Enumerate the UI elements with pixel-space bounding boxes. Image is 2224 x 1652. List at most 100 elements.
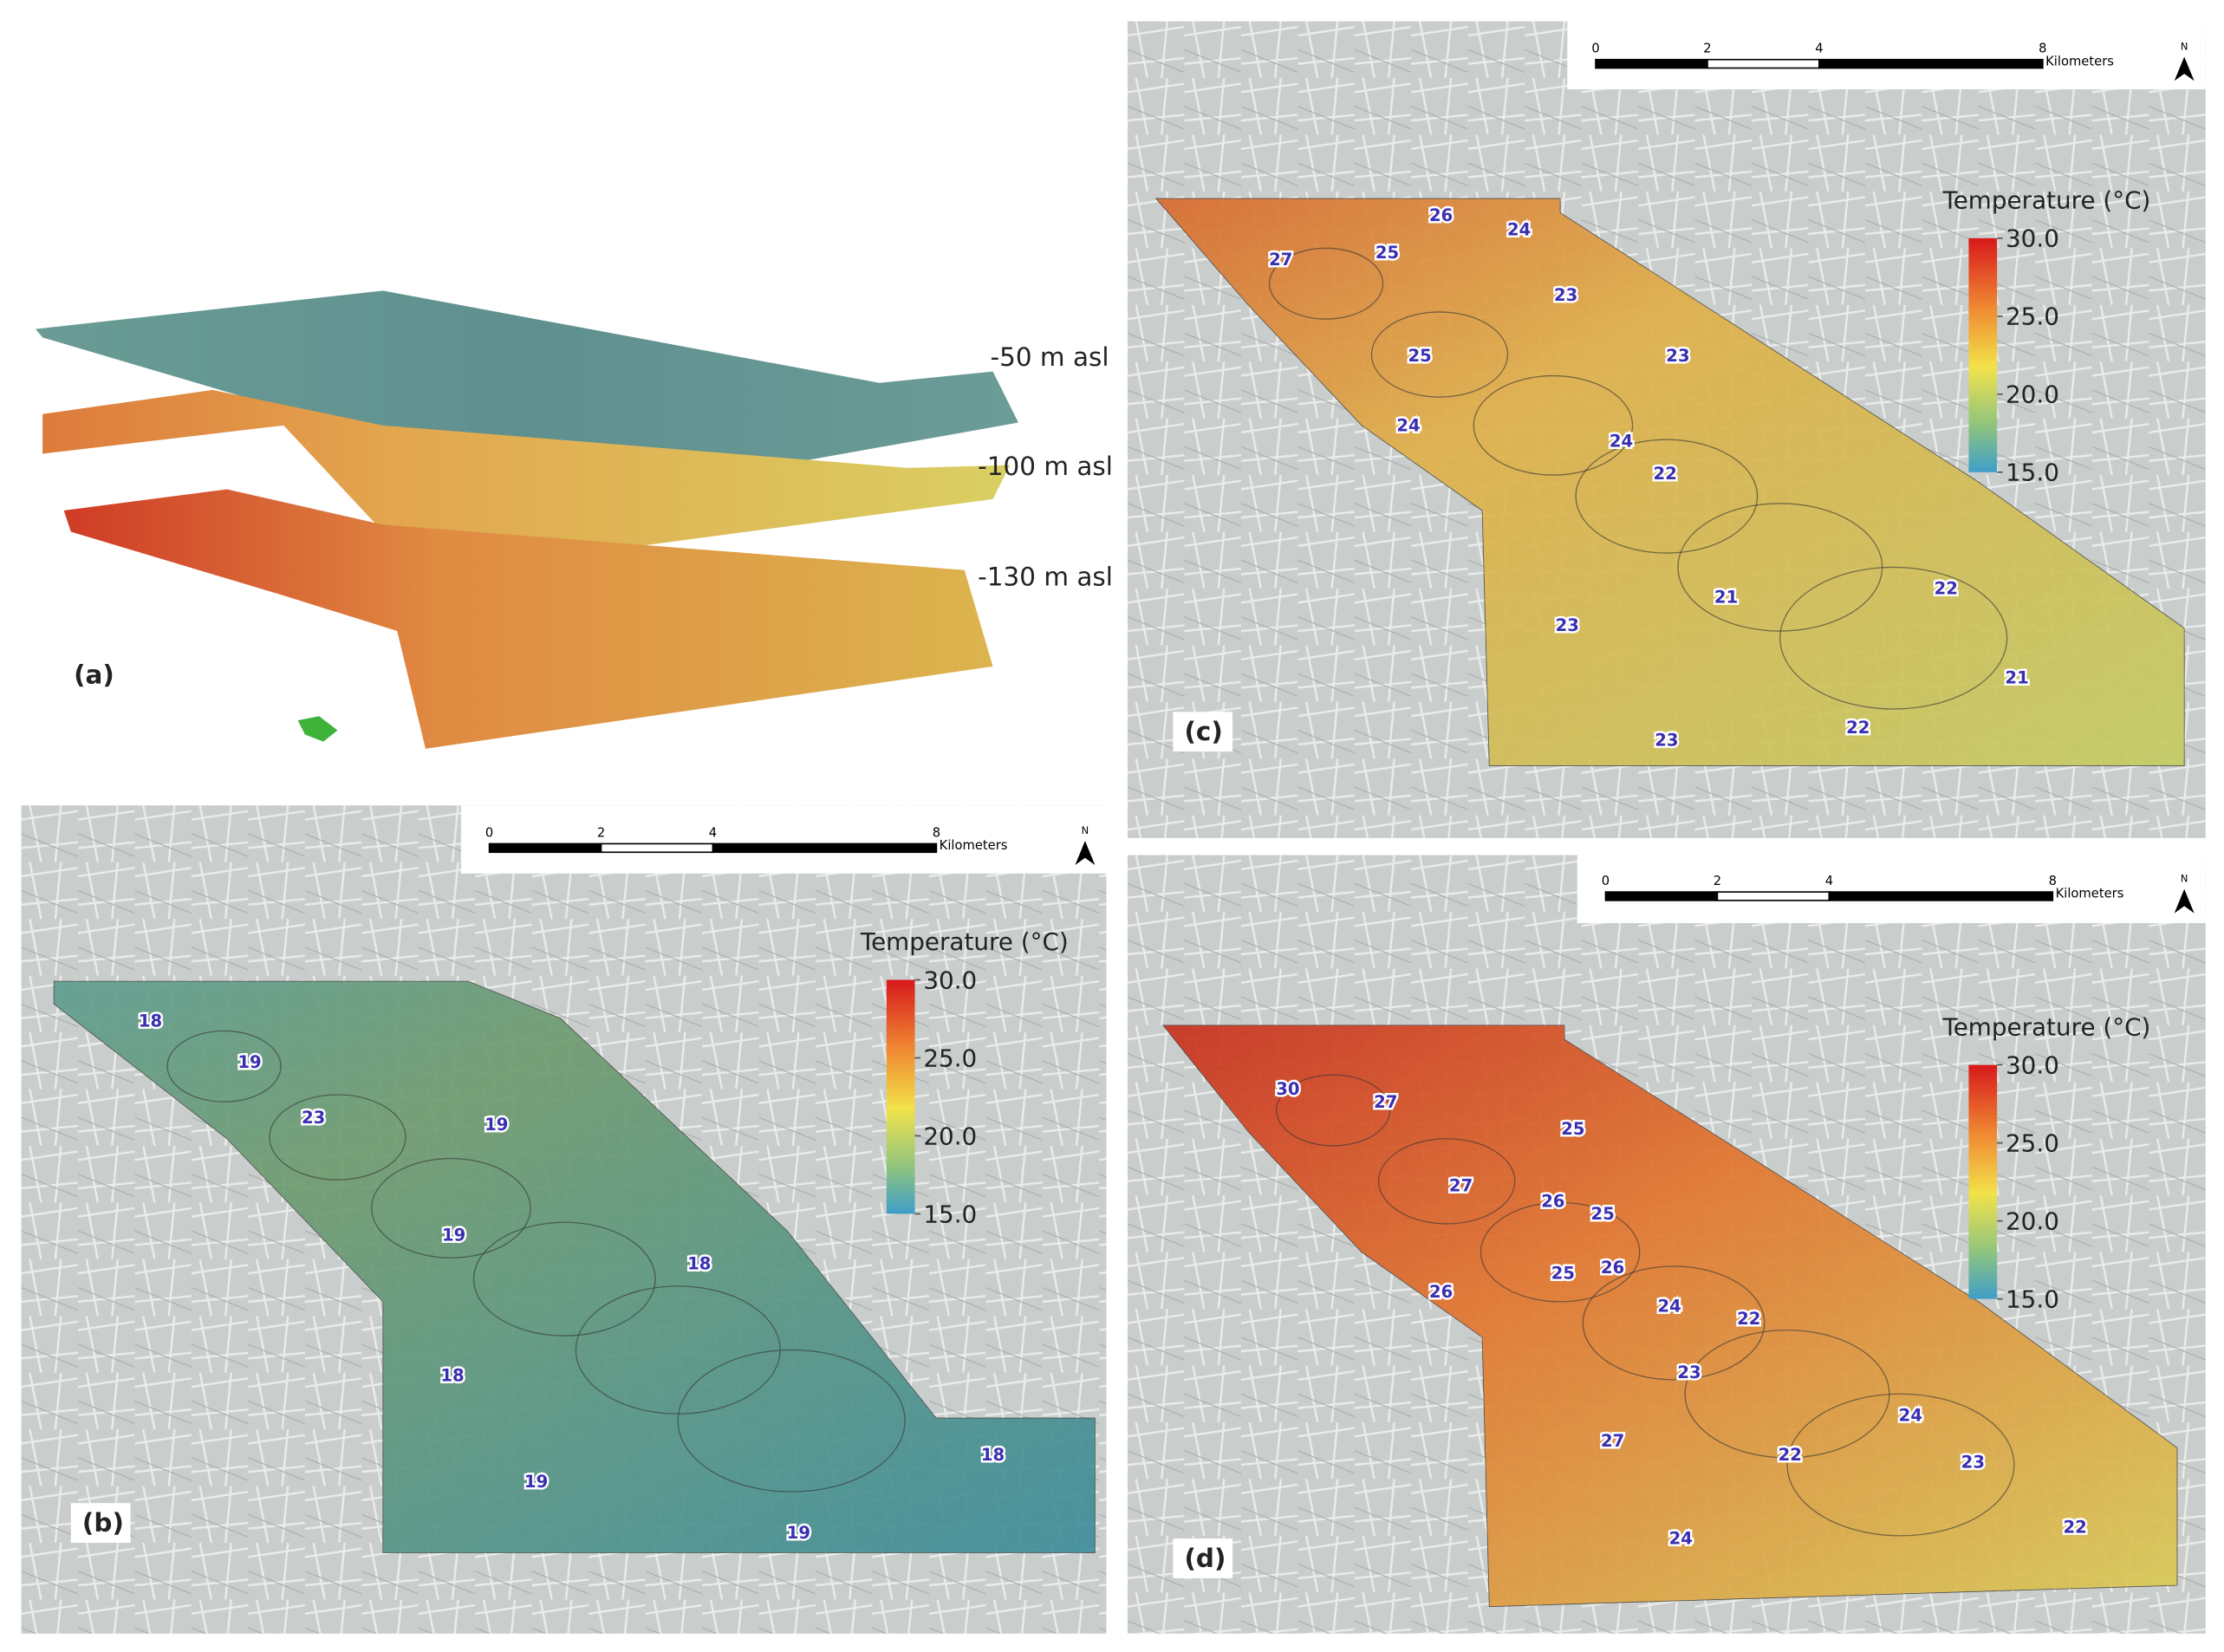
layer-surface — [63, 489, 993, 749]
panel-label-bg — [70, 1503, 131, 1544]
panel-label-bg — [1173, 1538, 1233, 1578]
layer-surface — [42, 389, 1011, 575]
scale-segment — [1818, 58, 2044, 69]
contour-label: 30 — [1276, 1079, 1299, 1099]
scale-tick-label: 0 — [485, 825, 493, 840]
legend-tick-label: 15.0 — [2006, 459, 2059, 487]
contour-label: 18 — [981, 1445, 1005, 1465]
scale-tick-label: 4 — [1815, 42, 1823, 56]
layer-label: -100 m asl — [978, 452, 1113, 481]
legend-tick-label: 15.0 — [923, 1200, 977, 1228]
contour-label: 26 — [1429, 205, 1453, 225]
contour-label: 22 — [1935, 579, 1958, 599]
legend-tick-label: 30.0 — [2006, 1050, 2059, 1079]
contour-line — [269, 1094, 406, 1180]
scale-tick-label: 2 — [1714, 874, 1721, 888]
contour-label: 19 — [484, 1115, 508, 1135]
contour-label: 19 — [237, 1052, 261, 1072]
legend-title: Temperature (°C) — [1941, 186, 2150, 215]
contour-label: 25 — [1375, 243, 1399, 263]
north-arrow — [2174, 888, 2195, 914]
contour-line — [1575, 439, 1759, 554]
legend-tick-label: 20.0 — [923, 1122, 977, 1150]
contour-label: 24 — [1609, 431, 1633, 451]
contour-label: 22 — [1654, 464, 1677, 484]
contour-label: 19 — [524, 1472, 548, 1492]
legend-tick-label: 20.0 — [2006, 380, 2059, 409]
contour-label: 22 — [1779, 1445, 1802, 1465]
contour-label: 21 — [2005, 668, 2028, 688]
legend-tick-label: 25.0 — [923, 1044, 977, 1072]
scale-tick-label: 4 — [1825, 874, 1833, 888]
contour-label: 26 — [1601, 1258, 1624, 1278]
contour-label: 22 — [1737, 1309, 1760, 1329]
north-arrow — [1075, 841, 1096, 865]
contour-label: 25 — [1591, 1204, 1615, 1224]
scale-box — [1567, 21, 2206, 90]
scale-segment — [712, 842, 938, 854]
contour-label: 23 — [1961, 1452, 1985, 1472]
contour-line — [1779, 566, 2008, 710]
contour-label: 24 — [1657, 1296, 1681, 1316]
panel-label: (c) — [1184, 717, 1222, 746]
scale-tick-label: 4 — [709, 825, 717, 840]
panel-label-bg — [1173, 712, 1233, 752]
layer-label: -130 m asl — [978, 563, 1113, 592]
contour-label: 26 — [1429, 1282, 1453, 1302]
scale-tick-label: 2 — [1703, 42, 1711, 56]
contour-label: 19 — [442, 1226, 465, 1246]
contour-label: 18 — [139, 1011, 162, 1031]
contour-label: 27 — [1449, 1175, 1473, 1195]
contour-label: 24 — [1507, 220, 1531, 240]
contour-label: 27 — [1269, 250, 1292, 270]
contour-label: 23 — [1554, 285, 1577, 305]
scale-unit: Kilometers — [2056, 887, 2124, 901]
scale-tick-label: 0 — [1591, 42, 1599, 56]
legend-tick-label: 25.0 — [2006, 302, 2059, 331]
contour-line — [1473, 374, 1634, 476]
legend-title: Temperature (°C) — [860, 927, 1069, 956]
contour-label: 25 — [1551, 1264, 1575, 1284]
scale-segment — [1595, 58, 1708, 69]
contour-line — [166, 1030, 282, 1102]
temperature-surface — [53, 980, 1096, 1553]
contour-line — [1276, 1074, 1391, 1147]
contour-line — [677, 1349, 906, 1493]
block-icon — [297, 716, 338, 742]
contour-label: 24 — [1899, 1405, 1922, 1425]
legend-tick-label: 30.0 — [923, 966, 977, 994]
contour-line — [371, 1157, 531, 1259]
panel-label: (b) — [82, 1508, 124, 1538]
contour-line — [1582, 1265, 1766, 1381]
scale-segment — [1707, 58, 1820, 69]
contour-label: 24 — [1396, 415, 1420, 435]
temperature-surface — [1154, 198, 2185, 766]
contour-label: 26 — [1541, 1191, 1564, 1211]
legend-title: Temperature (°C) — [1941, 1012, 2150, 1041]
scale-segment — [1604, 891, 1719, 901]
contour-line — [1786, 1393, 2015, 1537]
scale-tick-label: 2 — [597, 825, 605, 840]
contour-label: 24 — [1669, 1529, 1693, 1549]
contour-line — [472, 1221, 656, 1337]
contour-label: 21 — [1714, 587, 1738, 607]
panel-label: (d) — [1184, 1544, 1226, 1573]
north-label: N — [2181, 873, 2188, 885]
contour-line — [1370, 311, 1509, 398]
scale-segment — [1828, 891, 2054, 901]
north-arrow — [2174, 56, 2195, 81]
contour-label: 23 — [302, 1108, 325, 1128]
scale-segment — [600, 842, 714, 854]
contour-label: 23 — [1666, 346, 1689, 366]
scale-tick-label: 0 — [1602, 874, 1609, 888]
contour-label: 23 — [1556, 615, 1579, 635]
scale-tick-label: 8 — [2049, 874, 2057, 888]
scale-unit: Kilometers — [940, 838, 1008, 853]
contour-line — [1268, 247, 1384, 320]
contour-line — [1378, 1138, 1516, 1225]
